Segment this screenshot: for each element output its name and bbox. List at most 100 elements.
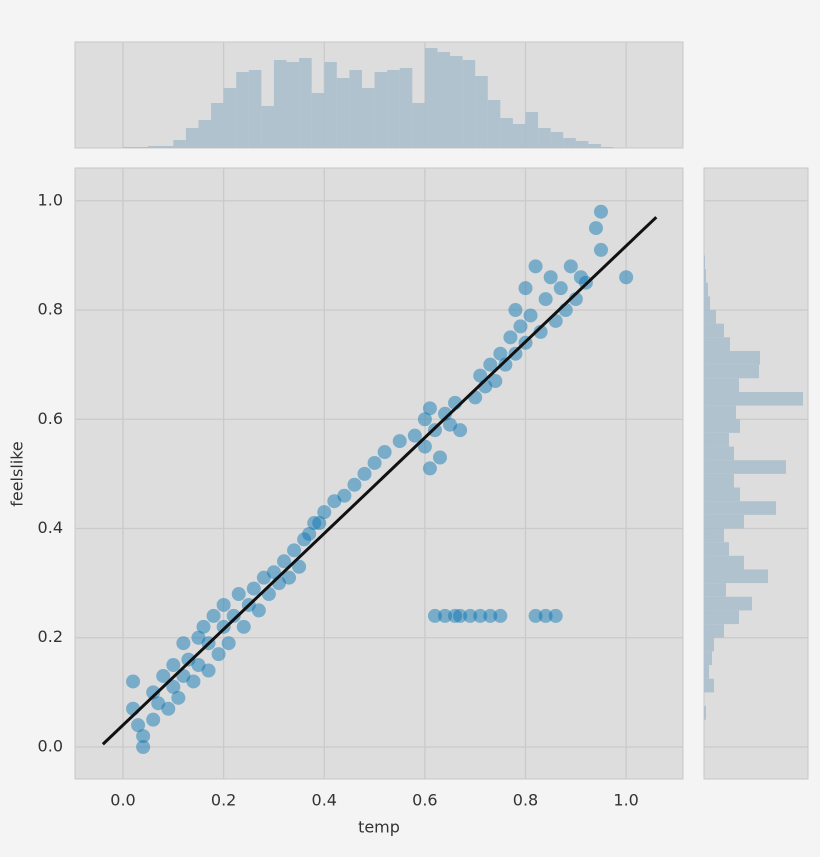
x-tick-label: 0.2	[211, 791, 236, 810]
scatter-point	[503, 330, 518, 345]
hist-bar	[704, 706, 706, 720]
scatter-point	[407, 428, 422, 443]
hist-bar	[236, 72, 249, 148]
regression-line	[101, 216, 658, 746]
scatter-point	[432, 450, 447, 465]
y-tick-label: 0.8	[38, 300, 63, 319]
hist-bar	[148, 146, 161, 148]
scatter-point	[196, 619, 211, 634]
scatter-point	[216, 597, 231, 612]
scatter-point	[181, 652, 196, 667]
scatter-point	[518, 281, 533, 296]
hist-bar	[387, 70, 400, 148]
scatter-point	[528, 259, 543, 274]
scatter-point	[588, 221, 603, 236]
scatter-point	[488, 374, 503, 389]
scatter-point	[146, 685, 161, 700]
hist-bar	[704, 651, 712, 666]
y-tick-label: 0.6	[38, 409, 63, 428]
scatter-point	[563, 259, 578, 274]
hist-bar	[173, 140, 186, 148]
hist-bar	[704, 446, 734, 461]
x-tick-label: 1.0	[613, 791, 638, 810]
scatter-point	[417, 439, 432, 454]
scatter-point	[191, 630, 206, 645]
hist-bar	[462, 60, 476, 148]
x-tick-label: 0.6	[412, 791, 437, 810]
scatter-point	[367, 455, 382, 470]
scatter-point	[427, 608, 442, 623]
scatter-point	[473, 608, 488, 623]
scatter-point	[161, 701, 176, 716]
scatter-point	[251, 603, 266, 618]
scatter-point	[448, 608, 463, 623]
scatter-point	[347, 477, 362, 492]
hist-bar	[704, 473, 734, 488]
hist-bar	[704, 364, 759, 379]
y-tick-label: 1.0	[38, 190, 63, 209]
hist-bar	[704, 542, 729, 556]
scatter-point	[528, 608, 543, 623]
hist-bar	[487, 100, 501, 148]
hist-bar	[704, 378, 739, 392]
plot-area	[74, 167, 684, 780]
x-axis-label: temp	[358, 818, 400, 837]
hist-bar	[575, 141, 589, 148]
scatter-point	[392, 434, 407, 449]
hist-bar	[450, 56, 463, 148]
hist-bar	[704, 596, 752, 611]
hist-bar	[211, 103, 224, 148]
hist-bar	[185, 128, 199, 148]
scatter-point	[266, 565, 281, 580]
scatter-point	[573, 270, 588, 285]
hist-bar	[704, 419, 740, 433]
scatter-point	[151, 696, 166, 711]
scatter-point	[593, 242, 608, 257]
hist-bar	[704, 487, 740, 502]
scatter-point	[292, 559, 307, 574]
hist-bar	[261, 106, 274, 148]
scatter-point	[246, 581, 261, 596]
x-tick-label: 0.0	[110, 791, 135, 810]
hist-bar	[704, 269, 706, 283]
hist-bar	[704, 610, 739, 625]
hist-bar	[286, 62, 300, 148]
hist-bar	[424, 48, 438, 148]
y-tick-label: 0.4	[38, 518, 63, 537]
scatter-point	[231, 587, 246, 602]
scatter-point	[533, 324, 548, 339]
hist-bar	[399, 68, 413, 148]
hist-bar	[704, 514, 744, 529]
hist-bar	[704, 637, 714, 652]
hist-bar	[704, 555, 744, 570]
hist-bar	[160, 146, 174, 148]
scatter-point	[337, 488, 352, 503]
scatter-point	[422, 401, 437, 416]
scatter-point	[619, 270, 634, 285]
scatter-point	[513, 319, 528, 334]
hist-bar	[248, 70, 262, 148]
hist-bar	[336, 78, 350, 148]
hist-bar	[324, 62, 337, 148]
hist-bar	[704, 296, 710, 311]
scatter-point	[483, 357, 498, 372]
scatter-point	[508, 303, 523, 318]
scatter-point	[221, 636, 236, 651]
scatter-point	[166, 658, 181, 673]
scatter-point	[508, 346, 523, 361]
scatter-point	[226, 608, 241, 623]
scatter-point	[327, 494, 342, 509]
scatter-point	[156, 668, 171, 683]
hist-bar	[704, 432, 729, 447]
scatter-point	[473, 368, 488, 383]
scatter-point	[538, 292, 553, 307]
hist-bar	[311, 93, 325, 148]
scatter-point	[186, 674, 201, 689]
scatter-point	[171, 690, 186, 705]
hist-bar	[704, 583, 726, 597]
hist-bar	[538, 128, 551, 148]
hist-bar	[704, 391, 803, 406]
scatter-point	[302, 526, 317, 541]
scatter-point	[548, 608, 563, 623]
scatter-point	[216, 619, 231, 634]
